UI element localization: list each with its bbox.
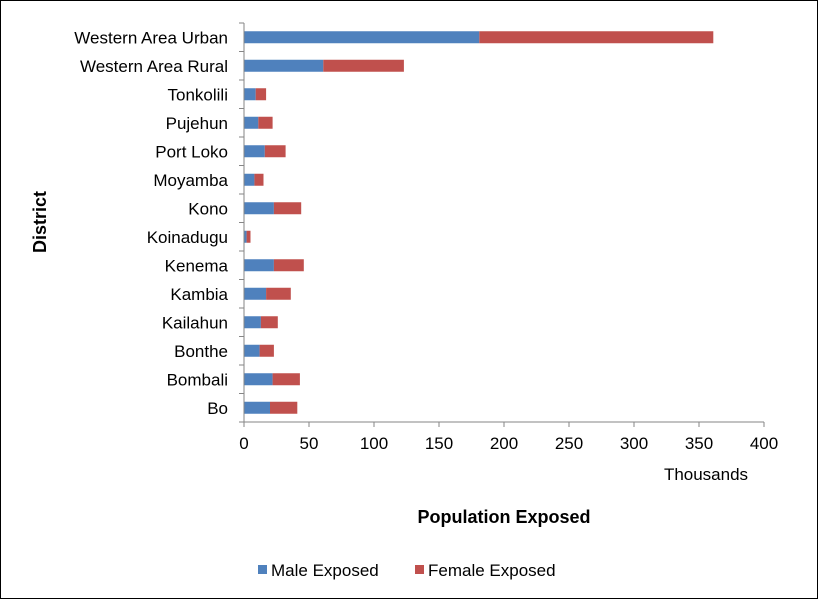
category-label-western-area-rural: Western Area Rural [80,57,228,76]
category-label-western-area-urban: Western Area Urban [74,28,228,47]
bar-female-exposed-western-area-rural [323,59,404,72]
bar-male-exposed-kambia [244,287,267,300]
bar-female-exposed-kenema [273,259,304,272]
bar-female-exposed-kailahun [260,316,278,329]
y-axis-title: District [30,191,50,253]
bar-male-exposed-tonkolili [244,88,256,101]
x-tick-label: 50 [300,434,319,453]
x-tick-label: 150 [425,434,453,453]
bar-female-exposed-port-loko [264,145,286,158]
bar-male-exposed-moyamba [244,173,255,186]
bar-male-exposed-kenema [244,259,274,272]
x-tick-label: 350 [685,434,713,453]
bar-female-exposed-pujehun [258,116,273,129]
x-tick-label: 400 [750,434,778,453]
x-tick-label: 250 [555,434,583,453]
category-label-bo: Bo [207,399,228,418]
bar-female-exposed-moyamba [254,173,264,186]
x-tick-label: 200 [490,434,518,453]
bar-male-exposed-kono [244,202,274,215]
category-label-tonkolili: Tonkolili [168,85,228,104]
category-label-pujehun: Pujehun [166,114,228,133]
legend-swatch-male-exposed [258,565,267,574]
category-label-kailahun: Kailahun [162,313,228,332]
bar-male-exposed-port-loko [244,145,265,158]
bar-male-exposed-kailahun [244,316,261,329]
category-label-koinadugu: Koinadugu [147,228,228,247]
x-tick-label: 0 [239,434,248,453]
bar-male-exposed-bombali [244,373,273,386]
category-label-kono: Kono [188,199,228,218]
bar-female-exposed-bo [270,401,298,414]
bar-male-exposed-western-area-rural [244,59,324,72]
bar-female-exposed-bonthe [259,344,274,357]
category-label-bonthe: Bonthe [174,342,228,361]
bar-male-exposed-western-area-urban [244,31,480,44]
x-tick-label: 100 [360,434,388,453]
bar-female-exposed-kono [273,202,302,215]
bar-male-exposed-pujehun [244,116,259,129]
bar-female-exposed-bombali [272,373,300,386]
bar-female-exposed-western-area-urban [479,31,714,44]
bar-female-exposed-tonkolili [255,88,267,101]
category-label-moyamba: Moyamba [153,171,228,190]
category-label-kenema: Kenema [165,256,229,275]
legend-label-male-exposed: Male Exposed [271,561,379,580]
legend-label-female-exposed: Female Exposed [428,561,556,580]
x-tick-label: 300 [620,434,648,453]
category-label-bombali: Bombali [167,370,228,389]
category-label-kambia: Kambia [170,285,228,304]
legend-swatch-female-exposed [415,565,424,574]
x-units-label: Thousands [664,465,748,484]
legend: Male Exposed Female Exposed [258,561,556,580]
bar-male-exposed-koinadugu [244,230,247,243]
bar-female-exposed-koinadugu [246,230,251,243]
bar-male-exposed-bo [244,401,270,414]
category-label-port-loko: Port Loko [155,142,228,161]
x-axis-title: Population Exposed [417,507,590,527]
bar-male-exposed-bonthe [244,344,260,357]
bar-female-exposed-kambia [266,287,291,300]
